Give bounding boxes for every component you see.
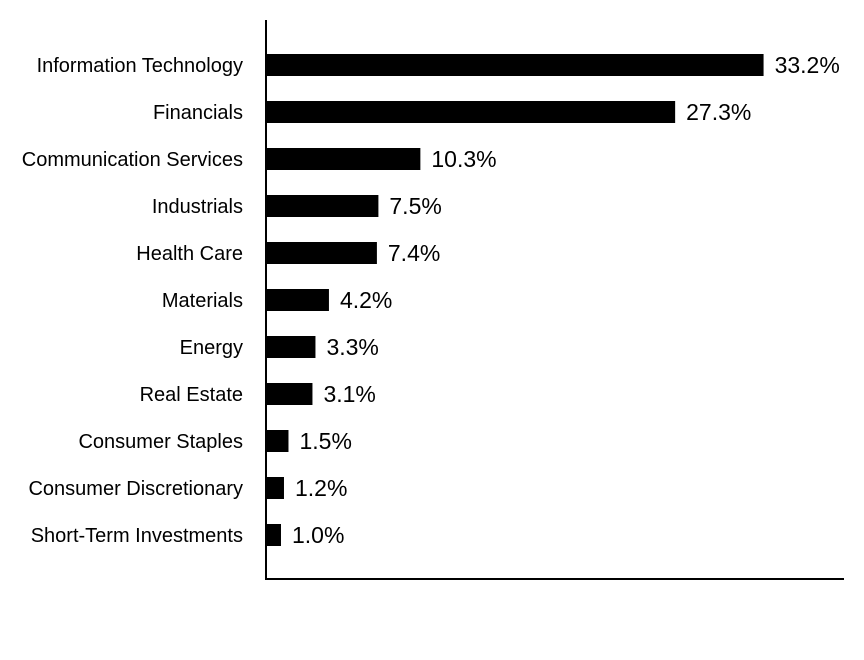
bar-group [266, 54, 764, 546]
value-label-1: 27.3% [686, 99, 751, 125]
category-label-8: Consumer Staples [78, 431, 243, 453]
value-label-9: 1.2% [295, 475, 347, 501]
value-label-6: 3.3% [326, 334, 378, 360]
bar-1 [266, 101, 676, 123]
bar-7 [266, 383, 313, 405]
category-label-3: Industrials [152, 196, 243, 218]
bar-9 [266, 477, 284, 499]
value-label-group: 33.2% 27.3% 10.3% 7.5% 7.4% 4.2% 3.3% 3.1% 1.5% 1… [292, 52, 840, 548]
bar-0 [266, 54, 764, 76]
category-label-6: Energy [180, 337, 243, 359]
value-label-0: 33.2% [775, 52, 840, 78]
category-label-0: Information Technology [37, 55, 243, 77]
value-label-3: 7.5% [389, 193, 441, 219]
bar-8 [266, 430, 289, 452]
category-label-1: Financials [153, 102, 243, 124]
category-label-9: Consumer Discretionary [28, 478, 243, 500]
value-label-7: 3.1% [323, 381, 375, 407]
bar-2 [266, 148, 421, 170]
category-label-7: Real Estate [140, 384, 243, 406]
bar-5 [266, 289, 329, 311]
category-label-4: Health Care [136, 243, 243, 265]
value-label-5: 4.2% [340, 287, 392, 313]
bar-4 [266, 242, 377, 264]
category-label-10: Short-Term Investments [31, 525, 243, 547]
bar-6 [266, 336, 316, 358]
value-label-4: 7.4% [388, 240, 440, 266]
bar-10 [266, 524, 281, 546]
bar-3 [266, 195, 379, 217]
category-label-5: Materials [162, 290, 243, 312]
category-label-2: Communication Services [22, 149, 243, 171]
category-label-group: Information Technology Financials Communic… [22, 55, 243, 547]
value-label-8: 1.5% [299, 428, 351, 454]
value-label-2: 10.3% [431, 146, 496, 172]
value-label-10: 1.0% [292, 522, 344, 548]
